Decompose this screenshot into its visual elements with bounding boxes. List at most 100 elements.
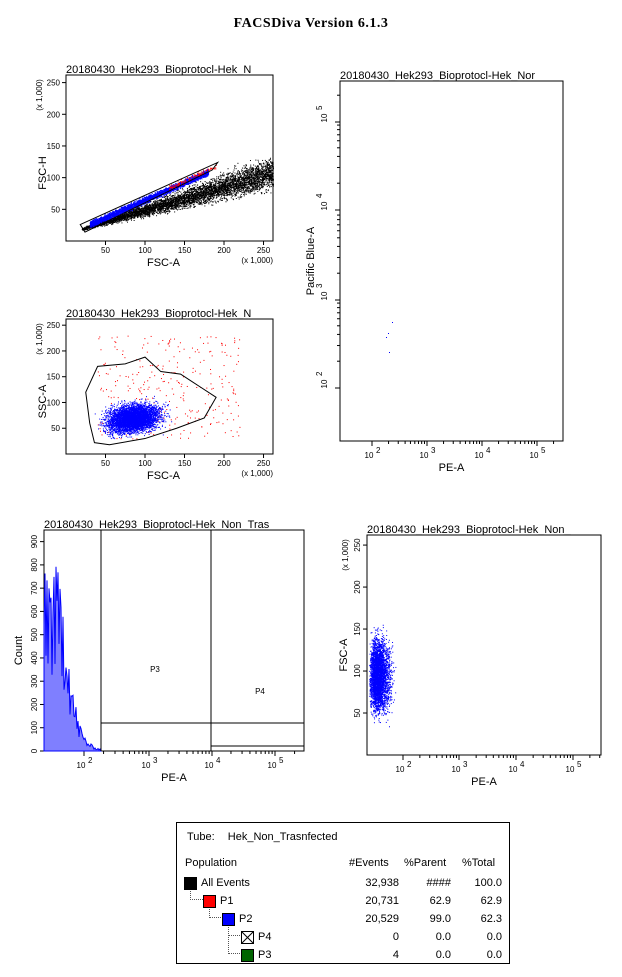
event-point <box>240 181 242 183</box>
event-point <box>251 171 253 173</box>
event-point <box>147 213 149 215</box>
event-point <box>238 189 240 191</box>
event-point <box>223 174 225 176</box>
event-point <box>234 190 236 192</box>
event-point <box>172 192 174 194</box>
event-point <box>261 176 263 178</box>
event-point <box>140 205 142 207</box>
event-point <box>209 198 211 200</box>
event-point <box>221 182 223 184</box>
event-point <box>130 217 132 219</box>
event-point <box>216 183 218 185</box>
event-point <box>230 187 232 189</box>
event-point <box>266 192 268 194</box>
event-point <box>262 168 264 170</box>
event-point <box>256 166 258 168</box>
event-point <box>202 191 204 193</box>
y-tick-label: 250 <box>47 79 61 88</box>
event-point <box>260 176 262 178</box>
event-point <box>269 165 271 167</box>
event-point <box>267 183 269 185</box>
event-point <box>268 184 270 186</box>
event-point <box>217 201 219 203</box>
event-point <box>181 193 183 195</box>
event-point <box>208 203 210 205</box>
event-point <box>238 198 240 200</box>
event-point <box>149 212 151 214</box>
event-point <box>245 172 247 174</box>
event-point <box>183 199 185 201</box>
event-point <box>240 193 242 195</box>
event-point <box>148 206 150 208</box>
event-point <box>196 199 198 201</box>
event-point <box>142 211 144 213</box>
event-point <box>264 168 266 170</box>
event-point <box>207 197 209 199</box>
event-point <box>227 173 229 175</box>
event-point <box>261 184 263 186</box>
event-point <box>185 197 187 199</box>
event-point <box>245 165 247 167</box>
event-point <box>235 178 237 180</box>
event-point <box>200 194 202 196</box>
event-point <box>131 218 133 220</box>
event-point <box>263 193 265 195</box>
event-point <box>180 195 182 197</box>
event-point <box>156 199 158 201</box>
event-point <box>197 196 199 198</box>
event-point <box>125 212 127 214</box>
event-point <box>272 162 274 164</box>
event-point <box>181 196 183 198</box>
event-point <box>240 187 242 189</box>
event-point <box>144 215 146 217</box>
event-point <box>151 202 153 204</box>
event-point <box>270 170 272 172</box>
event-point <box>223 172 225 174</box>
event-point <box>234 172 236 174</box>
event-point <box>180 197 182 199</box>
event-point <box>226 184 228 186</box>
event-point <box>182 205 184 207</box>
event-point <box>241 171 243 173</box>
event-point <box>207 199 209 201</box>
event-point <box>244 193 246 195</box>
event-point <box>201 187 203 189</box>
event-point <box>227 195 229 197</box>
event-point <box>112 222 114 224</box>
event-point <box>185 206 187 208</box>
event-point <box>241 187 243 189</box>
event-point <box>238 188 240 190</box>
event-point <box>173 195 175 197</box>
event-point <box>234 194 236 196</box>
event-point <box>202 184 204 186</box>
event-point <box>218 192 220 194</box>
event-point <box>247 187 249 189</box>
event-point <box>177 197 179 199</box>
event-point <box>201 192 203 194</box>
event-point <box>211 178 213 180</box>
event-point <box>250 191 252 193</box>
event-point <box>146 208 148 210</box>
event-point <box>155 204 157 206</box>
event-point <box>262 182 264 184</box>
event-point <box>163 203 165 205</box>
event-point <box>205 182 207 184</box>
event-point <box>220 175 222 177</box>
event-point <box>128 212 130 214</box>
event-point <box>232 187 234 189</box>
event-point <box>177 198 179 200</box>
event-point <box>263 169 265 171</box>
event-point <box>211 194 213 196</box>
event-point <box>177 191 179 193</box>
event-point <box>234 177 236 179</box>
event-point <box>237 192 239 194</box>
event-point <box>131 213 133 215</box>
event-point <box>242 184 244 186</box>
event-point <box>123 217 125 219</box>
event-point <box>202 199 204 201</box>
event-point <box>189 192 191 194</box>
event-point <box>142 216 144 218</box>
event-point <box>252 170 254 172</box>
event-point <box>219 183 221 185</box>
event-point <box>220 171 222 173</box>
